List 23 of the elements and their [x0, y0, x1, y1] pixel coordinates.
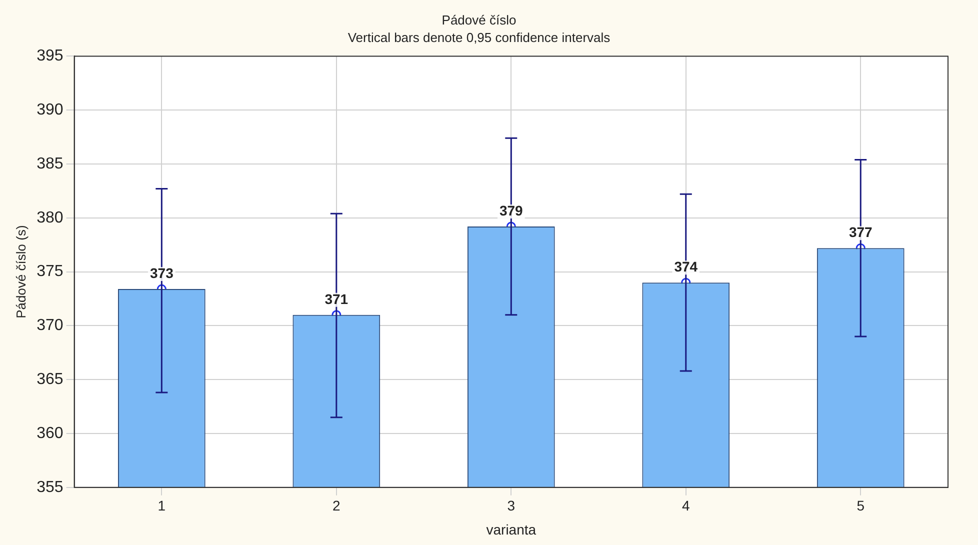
- y-tick-label: 395: [36, 48, 64, 65]
- y-tick-label: 375: [36, 263, 64, 280]
- y-tick-label: 370: [36, 317, 64, 334]
- y-tick-label: 365: [36, 371, 64, 388]
- data-label: 374: [674, 258, 698, 274]
- x-tick-label: 3: [507, 498, 516, 514]
- y-tick-label: 385: [36, 155, 64, 172]
- y-tick-label: 355: [36, 478, 64, 496]
- x-tick-label: 2: [332, 498, 341, 514]
- y-tick-label: 380: [36, 209, 64, 226]
- y-tick-label: 390: [36, 102, 64, 119]
- y-axis-title: Pádové číslo (s): [13, 225, 28, 318]
- chart-title: Pádové číslo: [442, 12, 516, 28]
- y-tick-label: 360: [36, 424, 64, 442]
- x-axis-title: varianta: [486, 521, 536, 538]
- chart-subtitle: Vertical bars denote 0,95 confidence intervals: [348, 30, 611, 45]
- x-tick-label: 5: [856, 498, 865, 514]
- data-label: 379: [499, 202, 524, 218]
- x-tick-label: 1: [158, 498, 166, 514]
- data-label: 373: [150, 264, 174, 281]
- x-tick-label: 4: [682, 498, 690, 514]
- data-label: 377: [848, 224, 873, 240]
- data-label: 371: [324, 290, 348, 307]
